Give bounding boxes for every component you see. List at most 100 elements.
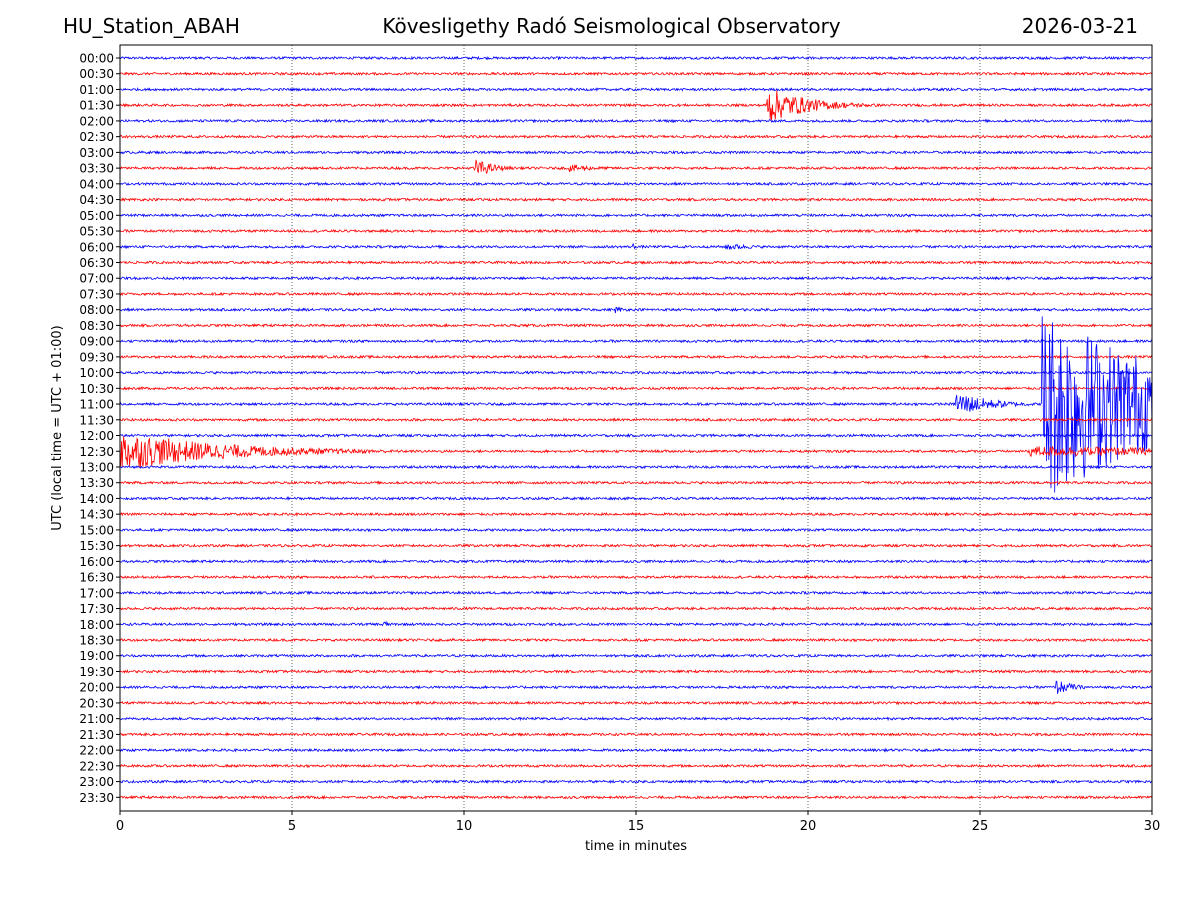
x-tick-label: 20 <box>800 819 817 834</box>
trace-0830 <box>119 322 1153 328</box>
y-tick-label: 23:00 <box>79 775 114 789</box>
trace-0300 <box>119 150 1153 155</box>
y-tick-label: 20:00 <box>79 681 114 695</box>
y-tick-label: 22:30 <box>79 759 114 773</box>
y-tick-label: 09:30 <box>79 350 114 364</box>
y-tick-label: 08:30 <box>79 319 114 333</box>
trace-0730 <box>119 291 1153 297</box>
y-tick-label: 16:00 <box>79 555 114 569</box>
y-tick-label: 01:30 <box>79 99 114 113</box>
y-tick-label: 13:30 <box>79 476 114 490</box>
y-tick-label: 12:00 <box>79 429 114 443</box>
y-tick-label: 06:00 <box>79 240 114 254</box>
trace-1330 <box>119 480 1153 486</box>
trace-1630 <box>120 574 1153 580</box>
grid-lines <box>291 45 981 811</box>
trace-0430 <box>119 197 1153 202</box>
observatory-title: Kövesligethy Radó Seismological Observat… <box>382 14 841 38</box>
y-tick-label: 04:30 <box>79 193 114 207</box>
y-tick-label: 12:30 <box>79 445 114 459</box>
trace-2230 <box>119 763 1152 769</box>
trace-1130 <box>119 417 1153 423</box>
trace-1830 <box>119 637 1153 643</box>
x-tick-label: 5 <box>288 819 296 834</box>
y-tick-label: 01:00 <box>79 83 114 97</box>
station-name: HU_Station_ABAH <box>63 14 240 38</box>
x-axis-ticks: 0 5 10 15 20 25 30 <box>116 811 1160 834</box>
y-tick-label: 02:30 <box>79 130 114 144</box>
trace-1500 <box>119 527 1153 533</box>
x-tick-label: 10 <box>456 819 473 834</box>
y-tick-label: 05:30 <box>79 225 114 239</box>
trace-1000 <box>119 370 1153 376</box>
trace-1300 <box>120 464 1153 470</box>
trace-0800 <box>119 306 1152 314</box>
y-tick-label: 10:30 <box>79 382 114 396</box>
trace-1900 <box>119 653 1153 659</box>
y-tick-label: 07:30 <box>79 287 114 301</box>
trace-1930 <box>119 669 1153 674</box>
trace-1700 <box>119 590 1153 596</box>
y-tick-label: 00:00 <box>79 52 114 66</box>
trace-0900 <box>119 338 1153 344</box>
plot-date: 2026-03-21 <box>1021 14 1138 38</box>
y-tick-label: 02:00 <box>79 114 114 128</box>
y-tick-label: 03:30 <box>79 162 114 176</box>
trace-2030 <box>119 700 1153 706</box>
trace-0600 <box>119 242 1153 251</box>
trace-1100 <box>119 316 1153 493</box>
y-tick-label: 07:00 <box>79 272 114 286</box>
y-tick-label: 05:00 <box>79 209 114 223</box>
x-axis-label: time in minutes <box>585 839 687 854</box>
trace-0530 <box>119 228 1153 234</box>
trace-0330 <box>119 159 1153 175</box>
trace-1530 <box>119 542 1153 548</box>
y-tick-label: 18:00 <box>79 618 114 632</box>
trace-2200 <box>119 747 1153 753</box>
y-tick-label: 04:00 <box>79 177 114 191</box>
y-tick-label: 11:30 <box>79 413 114 427</box>
trace-1800 <box>119 620 1153 627</box>
y-tick-label: 14:00 <box>79 492 114 506</box>
trace-0230 <box>119 134 1153 140</box>
x-tick-label: 0 <box>116 819 124 834</box>
x-tick-label: 15 <box>628 819 645 834</box>
y-tick-label: 23:30 <box>79 791 114 805</box>
trace-0630 <box>119 260 1153 265</box>
trace-0700 <box>119 275 1153 281</box>
y-tick-label: 21:00 <box>79 712 114 726</box>
y-tick-label: 13:00 <box>79 460 114 474</box>
y-tick-label: 22:00 <box>79 744 114 758</box>
trace-1030 <box>119 385 1153 391</box>
trace-1600 <box>119 558 1153 564</box>
y-tick-label: 15:30 <box>79 539 114 553</box>
trace-1430 <box>119 511 1153 517</box>
trace-0500 <box>119 213 1153 218</box>
trace-0000 <box>119 55 1153 61</box>
y-tick-label: 16:30 <box>79 571 114 585</box>
trace-2300 <box>119 779 1153 784</box>
trace-0030 <box>119 71 1153 77</box>
y-tick-label: 19:30 <box>79 665 114 679</box>
y-tick-label: 20:30 <box>79 696 114 710</box>
y-tick-label: 11:00 <box>79 398 114 412</box>
x-tick-label: 25 <box>972 819 989 834</box>
trace-0100 <box>119 87 1153 92</box>
y-tick-label: 21:30 <box>79 728 114 742</box>
y-tick-label: 14:30 <box>79 508 114 522</box>
x-tick-label: 30 <box>1144 819 1161 834</box>
y-tick-label: 10:00 <box>79 366 114 380</box>
trace-2100 <box>119 716 1153 722</box>
trace-1400 <box>119 495 1153 501</box>
y-tick-label: 17:30 <box>79 602 114 616</box>
trace-0930 <box>119 354 1153 360</box>
trace-0200 <box>119 118 1153 124</box>
y-tick-label: 17:00 <box>79 586 114 600</box>
y-tick-label: 19:00 <box>79 649 114 663</box>
y-tick-label: 03:00 <box>79 146 114 160</box>
trace-2000 <box>119 680 1153 694</box>
trace-2130 <box>119 731 1153 737</box>
y-tick-label: 08:00 <box>79 303 114 317</box>
seismogram-traces <box>119 55 1153 800</box>
